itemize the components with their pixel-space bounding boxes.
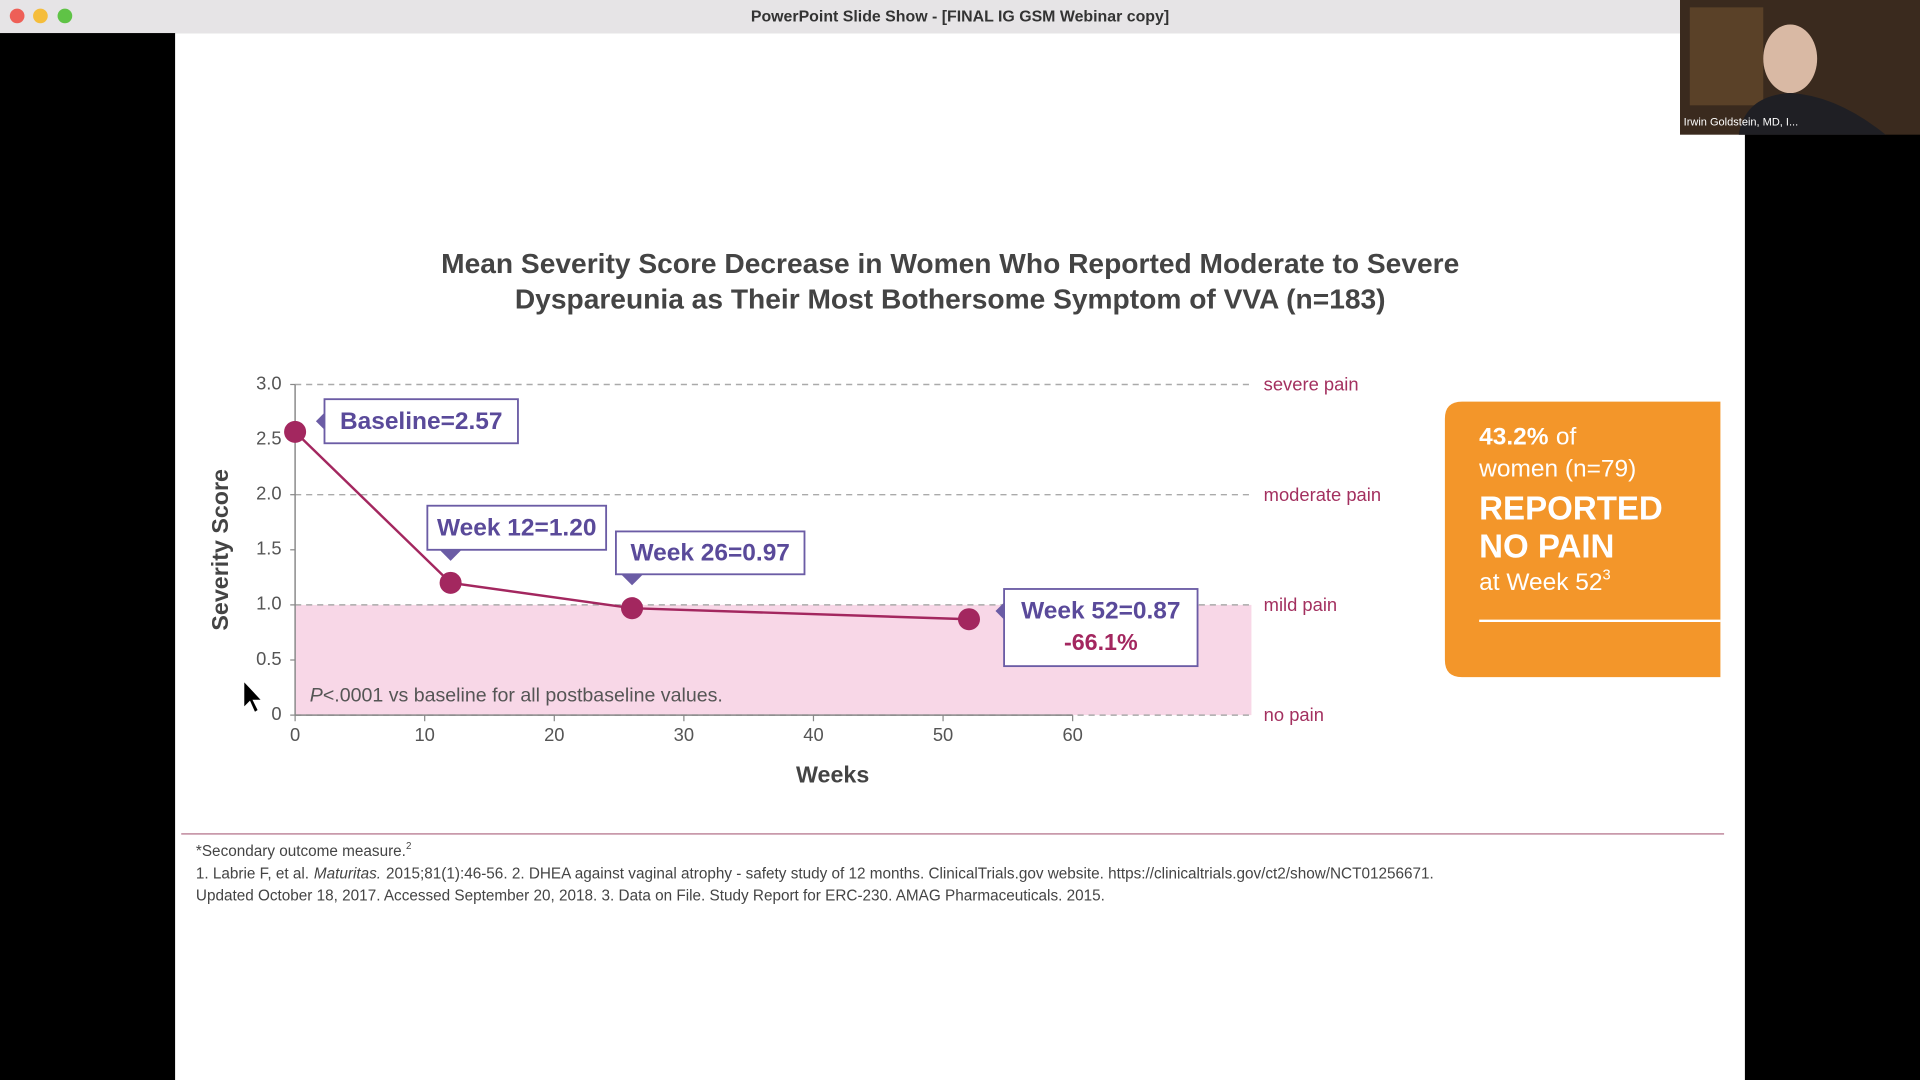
plot: severe pain moderate pain mild pain no pain… [256, 372, 1381, 744]
reference-label: mild pain [1264, 594, 1337, 615]
footnote-text: *Secondary outcome measure. [196, 843, 406, 860]
value-label: Week 52=0.87 -66.1% [995, 588, 1199, 668]
x-tick-label: 0 [290, 724, 300, 745]
minimize-button[interactable] [33, 8, 48, 24]
footnote: *Secondary outcome measure.2 [196, 841, 411, 861]
value-label-box [426, 504, 608, 551]
callout-percent: 43.2% [1479, 424, 1549, 451]
value-label: Week 26=0.97 [615, 530, 806, 586]
x-tick-label: 30 [674, 724, 694, 745]
data-point [439, 571, 462, 594]
reference-label: no pain [1264, 704, 1324, 725]
callout-line: NO PAIN [1479, 528, 1614, 565]
y-tick-label: 3.0 [256, 372, 282, 393]
zoom-button[interactable] [57, 8, 73, 24]
video-frame [1689, 7, 1764, 106]
video-body [1738, 93, 1886, 135]
footnote-sup: 2 [406, 841, 411, 852]
footnote: 1. Labrie F, et al. Maturitas. 2015;81(1):… [196, 865, 1434, 882]
footnote-text: 2015;81(1):46-56. 2. DHEA against vagina… [386, 865, 1434, 882]
callout-week: at Week 52 [1479, 570, 1602, 597]
data-point [284, 420, 307, 443]
reference-label: severe pain [1264, 374, 1359, 395]
y-tick-label: 0.5 [256, 648, 282, 669]
x-tick-label: 20 [544, 724, 564, 745]
y-tick-label: 1.0 [256, 593, 282, 614]
video-face [1763, 24, 1818, 94]
change-label: -66.1% [1064, 629, 1138, 655]
y-tick-label: 1.5 [256, 538, 282, 559]
value-label-text: Week 52=0.87 [1021, 598, 1180, 625]
chart-title: Mean Severity Score Decrease in Women Wh… [441, 248, 1459, 279]
x-tick-label: 40 [803, 724, 823, 745]
x-tick-label: 60 [1062, 724, 1082, 745]
series-line [294, 430, 970, 621]
note: P<.0001 vs baseline for all postbaseline… [310, 685, 723, 707]
note-italic: P [310, 685, 323, 707]
chart-title: Dyspareunia as Their Most Bothersome Sym… [515, 284, 1386, 315]
x-tick-label: 10 [414, 724, 434, 745]
callout-line: REPORTED [1479, 490, 1663, 527]
value-label-text: Week 26=0.97 [631, 540, 790, 567]
callout-line: 43.2% of [1479, 424, 1576, 451]
footnote: Updated October 18, 2017. Accessed Septe… [196, 887, 1105, 904]
value-label-text: Baseline=2.57 [340, 408, 503, 435]
value-label-pointer [439, 549, 462, 561]
value-label-box [1003, 588, 1199, 668]
value-label: Baseline=2.57 [315, 398, 519, 445]
y-tick-label: 2.5 [256, 427, 282, 448]
value-label-pointer [621, 574, 644, 586]
x-axis-label: Weeks [796, 761, 869, 787]
video-tile: Irwin Goldstein, MD, I... [1680, 0, 1920, 135]
window-title: PowerPoint Slide Show - [FINAL IG GSM We… [751, 8, 1169, 25]
title-bar [0, 0, 1920, 34]
callout: 43.2% of women (n=79) REPORTED NO PAIN at… [1444, 401, 1721, 678]
footnote-italic: Maturitas. [314, 865, 381, 882]
x-tick-label: 50 [933, 724, 953, 745]
value-label-text: Week 12=1.20 [437, 514, 596, 541]
close-button[interactable] [9, 8, 25, 24]
callout-box [1444, 401, 1721, 678]
note-text: <.0001 vs baseline for all postbaseline … [323, 685, 723, 707]
callout-line: at Week 523 [1479, 567, 1611, 596]
mouse-cursor [243, 679, 264, 714]
callout-line: women (n=79) [1478, 456, 1636, 483]
footnote-text: 1. Labrie F, et al. [196, 865, 309, 882]
value-label-box [615, 530, 806, 576]
value-label: Week 12=1.20 [426, 504, 608, 561]
participant-name: Irwin Goldstein, MD, I... [1684, 116, 1798, 128]
reference-label: moderate pain [1264, 484, 1381, 505]
callout-of: of [1556, 424, 1577, 451]
value-label-pointer [995, 602, 1005, 620]
callout-sup: 3 [1603, 567, 1611, 583]
data-point [957, 608, 980, 631]
y-tick-label: 0 [271, 703, 281, 724]
y-axis-label: Severity Score [207, 469, 233, 631]
data-point [621, 597, 644, 620]
y-tick-label: 2.0 [256, 483, 282, 504]
value-label-pointer [315, 412, 325, 430]
